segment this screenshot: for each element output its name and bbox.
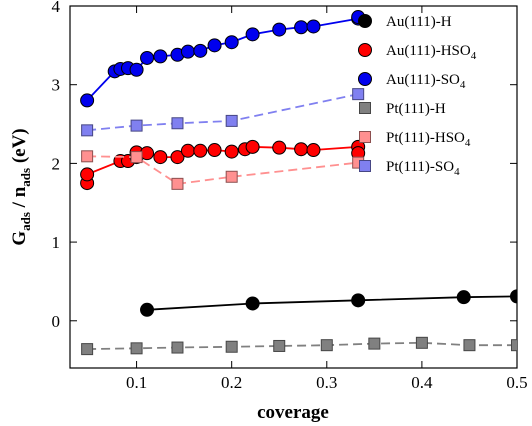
data-point <box>456 290 471 305</box>
legend-label: Pt(111)-HSO4 <box>386 130 471 149</box>
x-tick-label: 0.3 <box>316 373 337 392</box>
series-line <box>87 93 359 132</box>
series-pt-111-hso4 <box>81 150 365 190</box>
data-point <box>80 93 95 108</box>
data-point <box>272 22 287 37</box>
data-point <box>320 339 333 352</box>
data-point <box>225 340 238 353</box>
legend-item-au-111-h: Au(111)-H <box>358 14 452 30</box>
legend-item-au-111-so4: Au(111)-SO4 <box>358 72 466 91</box>
data-point <box>81 124 94 137</box>
data-point <box>351 293 366 308</box>
data-point <box>153 150 168 165</box>
series-au-111-hso4 <box>80 139 366 191</box>
legend: Au(111)-H Au(111)-HSO4 Au(111)-SO4 Pt(111)-… <box>358 14 477 178</box>
data-point <box>193 43 208 58</box>
legend-label: Pt(111)-SO4 <box>386 159 460 178</box>
legend-marker <box>359 160 371 172</box>
data-point <box>140 302 155 317</box>
data-point <box>193 143 208 158</box>
data-point <box>130 119 143 132</box>
data-point <box>140 50 155 65</box>
data-point <box>171 117 184 130</box>
legend-label: Au(111)-H <box>386 14 452 30</box>
data-point <box>130 342 143 355</box>
data-point <box>415 336 428 349</box>
data-point <box>294 142 309 157</box>
data-point <box>272 140 287 155</box>
data-point <box>294 20 309 35</box>
y-axis-title-g: G <box>9 231 30 246</box>
y-tick-label: 2 <box>52 154 61 173</box>
data-point <box>129 62 144 77</box>
data-point <box>80 167 95 182</box>
data-point <box>81 343 94 356</box>
legend-marker <box>358 72 372 86</box>
series-au-111-so4 <box>80 10 366 108</box>
data-point <box>225 114 238 127</box>
x-tick-label: 0.1 <box>126 373 147 392</box>
data-point <box>273 339 286 352</box>
legend-item-pt-111-h: Pt(111)-H <box>359 101 446 117</box>
x-tick-label: 0.4 <box>411 373 433 392</box>
data-point <box>81 150 94 163</box>
data-point <box>207 38 222 53</box>
data-point <box>224 144 239 159</box>
x-tick-label: 0.5 <box>506 373 527 392</box>
y-tick-label: 1 <box>52 233 61 252</box>
data-point <box>245 27 260 42</box>
y-ticks: 0 1 2 3 4 <box>52 0 517 331</box>
data-point <box>180 44 195 59</box>
data-point <box>130 151 143 164</box>
data-point <box>510 289 517 304</box>
plot-frame <box>69 5 518 369</box>
legend-marker <box>358 14 372 28</box>
data-point <box>352 88 365 101</box>
data-point <box>224 35 239 50</box>
data-point <box>245 296 260 311</box>
x-axis-title: coverage <box>257 402 329 423</box>
y-axis-title-mid: / n <box>9 186 30 212</box>
data-point <box>368 337 381 350</box>
y-tick-label: 4 <box>52 0 61 16</box>
data-point <box>171 177 184 190</box>
y-axis-title-sub1: ads <box>18 212 33 231</box>
series-pt-111-so4 <box>81 88 365 137</box>
legend-marker <box>359 131 371 143</box>
x-tick-label: 0.2 <box>221 373 242 392</box>
legend-label: Au(111)-HSO4 <box>386 43 477 62</box>
legend-marker <box>358 43 372 57</box>
y-tick-label: 0 <box>52 312 61 331</box>
legend-item-pt-111-hso4: Pt(111)-HSO4 <box>359 130 471 149</box>
series-pt-111-h <box>81 336 517 356</box>
legend-item-pt-111-so4: Pt(111)-SO4 <box>359 159 460 178</box>
y-axis-title: Gads / nads (eV) <box>9 128 33 245</box>
series-line <box>87 341 517 350</box>
legend-label: Au(111)-SO4 <box>386 72 466 91</box>
data-point <box>306 143 321 158</box>
data-point <box>170 150 185 165</box>
data-point <box>463 339 476 352</box>
y-tick-label: 3 <box>52 76 61 95</box>
y-axis-title-sub2: ads <box>18 168 33 187</box>
legend-item-au-111-hso4: Au(111)-HSO4 <box>358 43 477 62</box>
data-point <box>180 143 195 158</box>
data-point <box>306 19 321 34</box>
data-point <box>511 339 517 352</box>
data-point <box>245 139 260 154</box>
x-ticks: 0.1 0.2 0.3 0.4 0.5 <box>126 6 528 392</box>
series-layer <box>80 10 517 356</box>
y-axis-title-unit: (eV) <box>9 128 30 168</box>
data-point <box>153 49 168 64</box>
data-point <box>225 170 238 183</box>
legend-label: Pt(111)-H <box>386 101 446 117</box>
legend-marker <box>359 102 371 114</box>
series-au-111-h <box>140 289 517 317</box>
data-point <box>207 143 222 158</box>
data-point <box>171 341 184 354</box>
